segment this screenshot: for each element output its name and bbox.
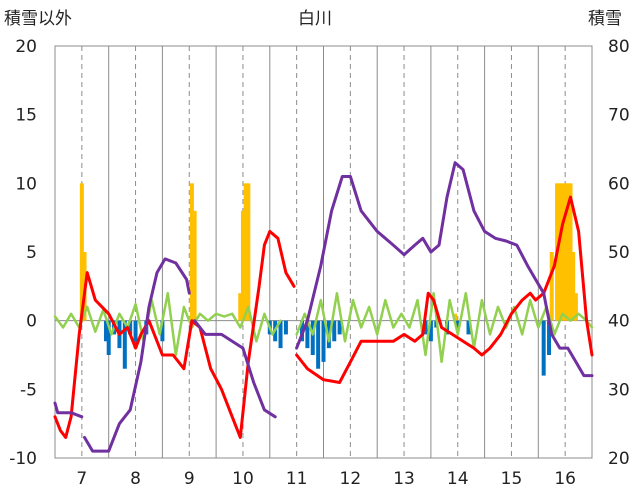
- bar: [549, 252, 554, 321]
- y-left-tick-label: -10: [9, 449, 37, 469]
- y-right-tick-label: 30: [608, 380, 630, 400]
- y-right-tick-label: 20: [608, 449, 630, 469]
- x-tick-label: 9: [184, 469, 195, 489]
- x-tick-label: 11: [286, 469, 308, 489]
- bar: [423, 320, 428, 335]
- series-line: [83, 257, 191, 453]
- x-tick-label: 15: [501, 469, 523, 489]
- bar: [133, 320, 138, 349]
- y-left-tick-label: 20: [15, 37, 37, 57]
- bar: [453, 313, 458, 321]
- bar: [240, 210, 245, 321]
- x-tick-label: 12: [340, 469, 362, 489]
- bar: [104, 320, 109, 342]
- chart-title: 白川: [298, 9, 332, 29]
- x-tick-label: 13: [393, 469, 415, 489]
- x-tick-label: 8: [130, 469, 141, 489]
- y-right-title: 積雪: [588, 9, 622, 29]
- y-right-tick-label: 60: [608, 174, 630, 194]
- x-tick-label: 16: [554, 469, 576, 489]
- bar: [160, 320, 165, 342]
- bar: [278, 320, 283, 349]
- bar: [128, 320, 133, 335]
- x-tick-label: 7: [76, 469, 87, 489]
- bar: [466, 320, 471, 335]
- series-line: [295, 161, 594, 378]
- bar: [321, 320, 326, 362]
- y-left-tick-label: -5: [20, 380, 37, 400]
- y-right-tick-label: 80: [608, 37, 630, 57]
- bar: [568, 183, 573, 321]
- bar: [332, 320, 337, 342]
- bar: [305, 320, 310, 349]
- y-left-tick-label: 15: [15, 106, 37, 126]
- bar: [246, 183, 251, 321]
- bar: [122, 320, 127, 369]
- series-line: [53, 401, 84, 419]
- y-right-tick-label: 50: [608, 243, 630, 263]
- bar: [238, 293, 243, 321]
- bar: [310, 320, 315, 355]
- bar: [573, 293, 578, 321]
- series-line: [295, 195, 594, 384]
- x-tick-label: 10: [232, 469, 254, 489]
- bar: [192, 210, 197, 321]
- bar: [428, 320, 433, 342]
- bar: [541, 320, 546, 376]
- bar: [571, 252, 576, 321]
- series-line: [53, 229, 296, 439]
- y-right-tick-label: 70: [608, 106, 630, 126]
- bar: [563, 183, 568, 321]
- bar: [79, 183, 84, 321]
- bar: [283, 320, 288, 335]
- bar: [455, 320, 460, 328]
- bar: [316, 320, 321, 369]
- bar: [243, 183, 248, 321]
- bar: [560, 183, 565, 321]
- bar: [189, 183, 194, 321]
- y-left-tick-label: 0: [26, 312, 37, 332]
- bar: [557, 183, 562, 321]
- y-left-tick-label: 5: [26, 243, 37, 263]
- bar: [565, 183, 570, 321]
- bar: [547, 320, 552, 355]
- series-line: [193, 319, 277, 419]
- y-right-tick-label: 40: [608, 312, 630, 332]
- y-left-title: 積雪以外: [4, 9, 72, 29]
- bar: [337, 320, 342, 335]
- x-tick-label: 14: [447, 469, 469, 489]
- series-line: [53, 291, 282, 357]
- bar: [106, 320, 111, 355]
- y-left-tick-label: 10: [15, 174, 37, 194]
